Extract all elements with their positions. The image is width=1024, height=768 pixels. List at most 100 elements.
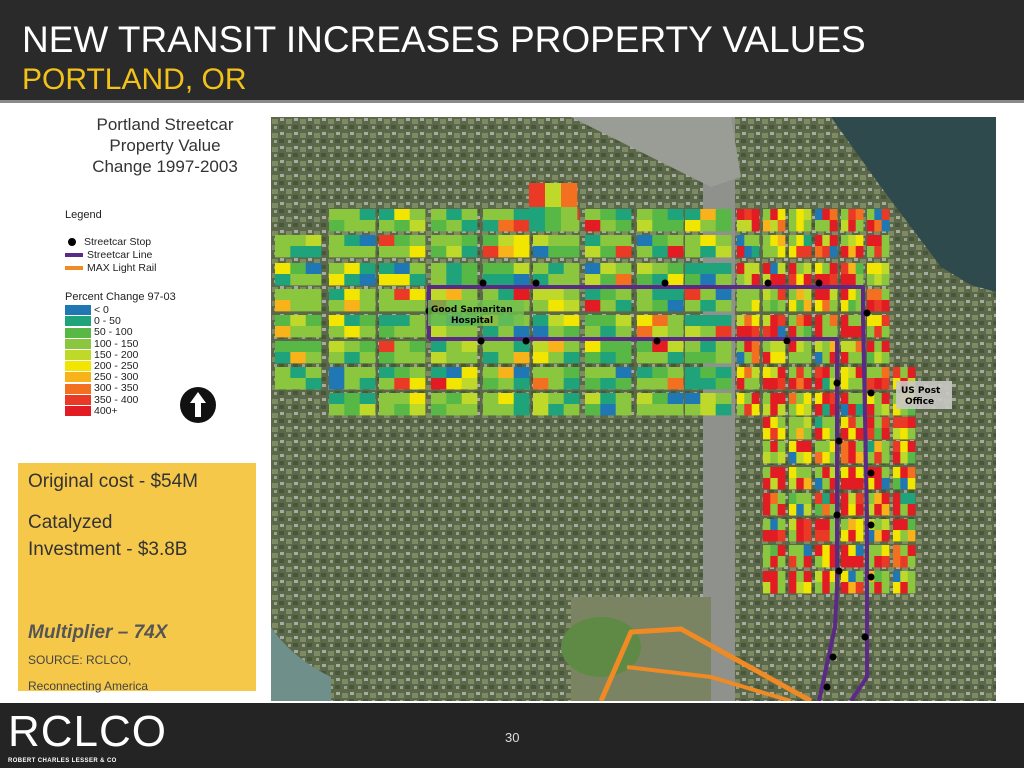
legend-class-row: 0 - 50: [65, 316, 121, 327]
parcel-block-east: [841, 209, 864, 232]
page-number: 30: [505, 730, 520, 745]
parcel-block-east: [815, 571, 838, 594]
parcel-block-west: [379, 315, 426, 338]
freeway-ramp: [571, 117, 741, 187]
legend-item-streetcar-line: Streetcar Line: [65, 250, 152, 261]
parcel-block-east: [737, 209, 760, 232]
parcel-block-west: [533, 341, 580, 364]
parcel-block-east: [789, 209, 812, 232]
parcel-block-west: [379, 235, 426, 258]
property-value-map: Good Samaritan Hospital US Post Office: [271, 117, 996, 701]
parcel-block-east: [815, 441, 838, 464]
parcel-block-west: [585, 289, 632, 312]
parcel-block-east: [737, 263, 760, 286]
streetcar-stop: [861, 633, 869, 641]
max-light-rail-line: [626, 665, 792, 701]
light-rail-line-icon: [65, 266, 83, 271]
source-line: Reconnecting America: [28, 679, 149, 693]
parcel-block-east: [841, 417, 864, 440]
streetcar-stop: [653, 337, 661, 345]
map-legend-panel: Portland Streetcar Property Value Change…: [52, 108, 270, 464]
parcel-block-west: [431, 341, 478, 364]
place-label: US Post: [901, 386, 941, 396]
legend-swatch: [65, 372, 91, 383]
logo-wordmark: RCLCO: [8, 707, 168, 756]
parcel-block-west: [533, 393, 580, 416]
legend-heading: Legend: [65, 209, 102, 221]
parcel-block-west: [685, 393, 732, 416]
parcel-block-west: [329, 263, 376, 286]
place-label: Hospital: [451, 316, 493, 326]
parcel-block-west: [637, 209, 684, 232]
parcel-block-east: [841, 545, 864, 568]
parcel-block-east: [867, 235, 890, 258]
streetcar-stop: [863, 309, 871, 317]
parcel-block-east: [893, 545, 916, 568]
legend-item-label: MAX Light Rail: [87, 262, 157, 274]
parcel-block-west: [275, 341, 322, 364]
parcel-block-east: [841, 235, 864, 258]
streetcar-stop: [783, 337, 791, 345]
parcel-block-west: [637, 289, 684, 312]
parcel-block-west: [483, 263, 530, 286]
parcel-block-west: [533, 315, 580, 338]
legend-class-label: 250 - 300: [94, 371, 139, 384]
parcel-block-east: [763, 315, 786, 338]
parcel-block-west: [275, 235, 322, 258]
logo-tagline: ROBERT CHARLES LESSER & CO: [8, 758, 117, 764]
parcel-block-east: [841, 367, 864, 390]
streetcar-stop: [835, 437, 843, 445]
place-label: Office: [905, 397, 934, 407]
legend-swatch: [65, 316, 91, 327]
streetcar-stops: [425, 279, 875, 691]
parcel-block-west: [431, 263, 478, 286]
legend-swatch: [65, 327, 91, 338]
parcel-block-west: [585, 235, 632, 258]
map-title-line: Property Value: [109, 136, 221, 155]
parcel-block-east: [867, 417, 890, 440]
streetcar-stop: [522, 337, 530, 345]
parcel-block-west: [379, 393, 426, 416]
parcel-block-east: [789, 493, 812, 516]
parcel-block-east: [789, 315, 812, 338]
parcel-block-west: [533, 235, 580, 258]
parcel-block-east: [893, 519, 916, 542]
legend-swatch: [65, 394, 91, 405]
footer-bar: RCLCO ROBERT CHARLES LESSER & CO 30: [0, 703, 1024, 768]
parcel-block-west: [379, 289, 426, 312]
streetcar-line-icon: [65, 253, 83, 258]
legend-class-label: < 0: [94, 304, 109, 316]
streetcar-stop: [532, 279, 540, 287]
parcel-block-west: [637, 393, 684, 416]
parcel-block-east: [763, 393, 786, 416]
parcel-block-east: [763, 441, 786, 464]
parcel-block-east: [789, 441, 812, 464]
parcel-block-east: [815, 235, 838, 258]
parcel-block-east: [815, 493, 838, 516]
parcel-block-east: [815, 341, 838, 364]
legend-class-row: 200 - 250: [65, 361, 138, 372]
river-area: [831, 117, 996, 292]
streetcar-stop: [867, 389, 875, 397]
parcel-block-west: [585, 367, 632, 390]
catalyzed-investment-label: Catalyzed: [28, 512, 113, 533]
parcel-block-west: [533, 367, 580, 390]
slide-title: NEW TRANSIT INCREASES PROPERTY VALUES: [22, 19, 866, 60]
map-canvas: Good Samaritan Hospital US Post Office: [271, 117, 996, 701]
parcel-block-east: [893, 417, 916, 440]
parcel-block-east: [867, 367, 890, 390]
parcel-block-west: [379, 209, 426, 232]
multiplier: Multiplier – 74X: [28, 622, 168, 643]
parcel-block-west: [533, 289, 580, 312]
parcel-block-east: [841, 263, 864, 286]
parcel-block-east: [763, 493, 786, 516]
parcel-block-east: [815, 545, 838, 568]
streetcar-stop: [661, 279, 669, 287]
legend-swatch: [65, 338, 91, 349]
streetcar-stop: [815, 279, 823, 287]
cost-info-box: Original cost - $54M Catalyzed Investmen…: [18, 463, 256, 693]
parcel-block-west: [275, 263, 322, 286]
stop-dot-icon: [68, 238, 76, 247]
parcel-block-west: [431, 367, 478, 390]
parcel-block-east: [763, 341, 786, 364]
